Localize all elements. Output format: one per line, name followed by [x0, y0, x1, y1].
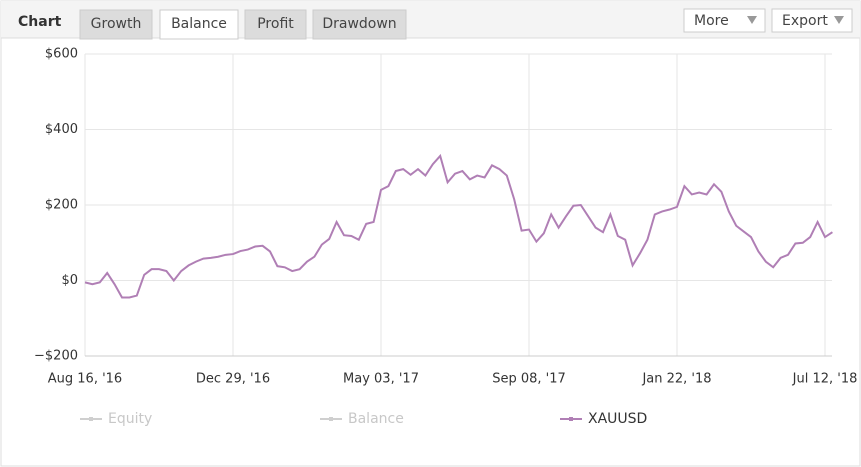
tab[interactable] — [79, 9, 153, 40]
legend-marker — [329, 417, 333, 421]
dropdown-arrow — [834, 16, 844, 24]
x-tick-label: Sep 08, '17 — [492, 372, 566, 387]
tab-label[interactable]: Balance — [171, 16, 227, 32]
y-tick-label: $600 — [45, 47, 78, 62]
x-tick-label: Dec 29, '16 — [196, 372, 270, 387]
button-label[interactable]: Export — [782, 13, 828, 29]
tab[interactable] — [312, 9, 407, 40]
series-line — [84, 153, 833, 299]
y-tick-label: $400 — [45, 122, 78, 137]
tab[interactable] — [244, 9, 307, 40]
legend-marker — [89, 417, 93, 421]
x-tick-label: Aug 16, '16 — [48, 372, 122, 387]
heading: Chart — [18, 14, 62, 30]
button-label[interactable]: More — [694, 13, 729, 29]
tab[interactable] — [159, 9, 239, 40]
dropdown-arrow — [747, 16, 757, 24]
x-tick-label: Jan 22, '18 — [641, 372, 711, 387]
tab-label[interactable]: Drawdown — [322, 16, 396, 32]
y-tick-label: −$200 — [34, 349, 78, 364]
button[interactable] — [771, 8, 853, 33]
tab-label[interactable]: Growth — [91, 16, 142, 32]
legend-label[interactable]: Balance — [348, 411, 404, 427]
x-tick-label: Jul 12, '18 — [792, 372, 858, 387]
button[interactable] — [683, 8, 766, 33]
legend-marker — [569, 417, 573, 421]
legend-label[interactable]: Equity — [108, 411, 152, 427]
y-tick-label: $200 — [45, 198, 78, 213]
x-tick-label: May 03, '17 — [343, 372, 419, 387]
y-tick-label: $0 — [61, 273, 78, 288]
legend-label[interactable]: XAUUSD — [588, 411, 647, 427]
tab-label[interactable]: Profit — [257, 16, 294, 32]
